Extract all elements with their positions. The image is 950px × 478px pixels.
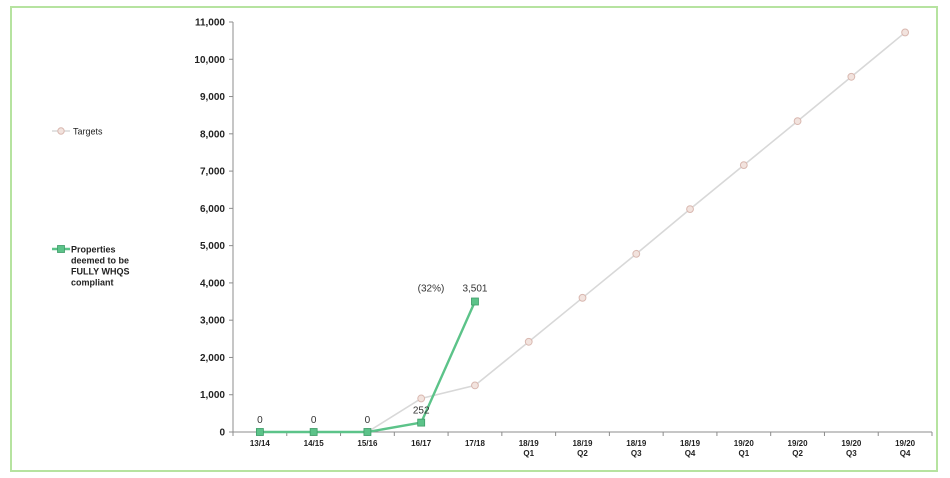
compliant-data-label: 3,501 bbox=[462, 284, 487, 295]
legend-compliant-label-line: FULLY WHQS bbox=[71, 267, 130, 277]
legend-compliant-label-line: Properties bbox=[71, 245, 116, 255]
x-axis-ticks: 13/14 14/15 15/16 16/17 17/18 18/19Q118/19Q21… bbox=[232, 432, 933, 458]
targets-point bbox=[847, 72, 856, 81]
chart-frame bbox=[10, 6, 938, 472]
x-tick-label: Q3 bbox=[846, 449, 857, 458]
targets-point bbox=[471, 381, 479, 390]
compliant-point bbox=[309, 428, 318, 436]
compliant-data-label: 0 bbox=[365, 415, 371, 426]
compliant-line bbox=[259, 301, 477, 434]
x-tick-label: 19/20 bbox=[788, 439, 809, 448]
x-tick-label: 19/20 bbox=[895, 439, 916, 448]
targets-point bbox=[739, 161, 748, 170]
compliant-data-label: 0 bbox=[257, 415, 263, 426]
targets-series bbox=[255, 28, 910, 436]
legend-targets-label: Targets bbox=[73, 127, 103, 137]
compliant-point bbox=[471, 297, 479, 306]
y-tick-label: 4,000 bbox=[200, 278, 225, 289]
y-tick-label: 6,000 bbox=[200, 204, 225, 215]
targets-point bbox=[524, 337, 533, 346]
x-tick-label: 18/19 bbox=[680, 439, 701, 448]
legend-compliant-label-line: compliant bbox=[71, 278, 114, 288]
targets-point bbox=[686, 205, 694, 214]
x-tick-label: Q4 bbox=[900, 449, 911, 458]
data-labels: 0 0 0 252 3,501 (32%) bbox=[257, 284, 488, 426]
compliant-data-label: 252 bbox=[413, 406, 430, 417]
targets-point bbox=[793, 117, 802, 126]
x-tick-label: 19/20 bbox=[734, 439, 755, 448]
x-tick-label: 18/19 bbox=[572, 439, 593, 448]
y-tick-label: 10,000 bbox=[194, 55, 225, 66]
x-tick-label: Q2 bbox=[577, 449, 588, 458]
targets-point bbox=[578, 293, 587, 302]
y-tick-label: 0 bbox=[219, 428, 225, 439]
x-tick-label: Q3 bbox=[631, 449, 642, 458]
y-tick-label: 11,000 bbox=[195, 18, 225, 29]
legend-targets-marker bbox=[57, 127, 65, 135]
x-tick-label: 18/19 bbox=[626, 439, 647, 448]
x-tick-label: 13/14 bbox=[250, 439, 271, 448]
x-tick-label: 15/16 bbox=[357, 439, 378, 448]
compliant-point bbox=[417, 418, 426, 427]
x-tick-label: 17/18 bbox=[465, 439, 486, 448]
x-tick-label: Q1 bbox=[738, 449, 749, 458]
y-tick-label: 8,000 bbox=[200, 129, 225, 140]
targets-point bbox=[632, 249, 641, 258]
y-tick-label: 1,000 bbox=[200, 390, 225, 401]
legend: Targets Properties deemed to be FULLY WHQS c… bbox=[52, 127, 130, 288]
compliant-point bbox=[255, 428, 264, 436]
y-tick-label: 7,000 bbox=[200, 167, 225, 178]
x-tick-label: 14/15 bbox=[304, 439, 325, 448]
x-tick-label: 18/19 bbox=[519, 439, 540, 448]
y-axis-ticks: 0 1,000 2,000 3,000 4,000 5,000 6,000 7,000 8,00… bbox=[194, 18, 233, 439]
axes bbox=[232, 22, 932, 433]
x-tick-label: Q2 bbox=[792, 449, 803, 458]
x-tick-label: 19/20 bbox=[841, 439, 862, 448]
y-tick-label: 5,000 bbox=[200, 241, 225, 252]
compliant-series bbox=[255, 297, 479, 436]
x-tick-label: 16/17 bbox=[411, 439, 432, 448]
legend-compliant-label-line: deemed to be bbox=[71, 256, 129, 266]
x-tick-label: Q4 bbox=[685, 449, 696, 458]
targets-line bbox=[259, 31, 906, 433]
y-tick-label: 9,000 bbox=[200, 92, 225, 103]
legend-compliant-label: Properties deemed to be FULLY WHQS complian… bbox=[71, 245, 130, 288]
x-tick-label: Q1 bbox=[523, 449, 534, 458]
compliant-point bbox=[363, 428, 372, 436]
percentage-annotation: (32%) bbox=[418, 284, 445, 295]
compliant-data-label: 0 bbox=[311, 415, 317, 426]
targets-point bbox=[901, 28, 910, 37]
targets-point bbox=[417, 394, 426, 403]
legend-compliant-marker bbox=[57, 245, 65, 253]
y-tick-label: 3,000 bbox=[200, 316, 225, 327]
y-tick-label: 2,000 bbox=[200, 353, 225, 364]
